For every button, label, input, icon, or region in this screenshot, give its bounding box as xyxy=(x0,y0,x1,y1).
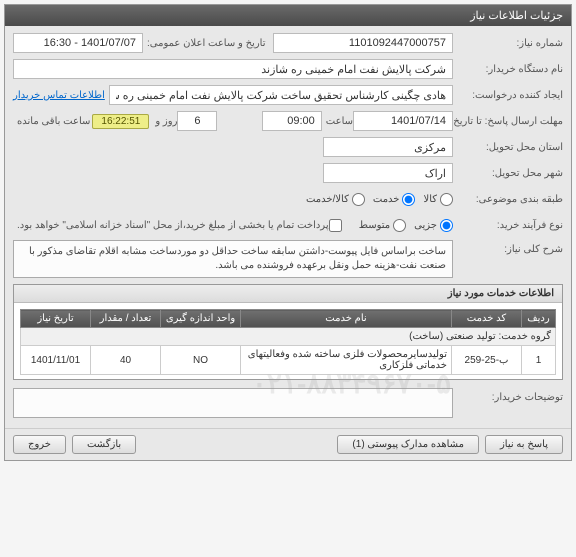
th-idx: ردیف xyxy=(522,310,556,328)
th-code: کد خدمت xyxy=(452,310,522,328)
need-no-label: شماره نیاز: xyxy=(453,38,563,49)
pay-note: پرداخت تمام یا بخشی از مبلغ خرید،از محل … xyxy=(13,220,329,231)
cell-idx: 1 xyxy=(522,346,556,375)
cell-name: تولیدسایرمحصولات فلزی ساخته شده وفعالیته… xyxy=(241,346,452,375)
day-label: روز و xyxy=(151,116,177,127)
cat-both-radio[interactable]: کالا/خدمت xyxy=(306,193,365,206)
city-label: شهر محل تحویل: xyxy=(453,168,563,179)
province-label: استان محل تحویل: xyxy=(453,142,563,153)
buyer-notes-label: توضیحات خریدار: xyxy=(453,388,563,403)
cat-khadamat-radio[interactable]: خدمت xyxy=(373,193,416,206)
attach-button[interactable]: مشاهده مدارک پیوستی (1) xyxy=(337,435,479,454)
need-no-field xyxy=(273,33,453,53)
th-unit: واحد اندازه گیری xyxy=(161,310,241,328)
buyer-notes-box xyxy=(13,388,453,418)
deadline-date-field xyxy=(353,111,453,131)
buyer-field xyxy=(13,59,453,79)
th-date: تاریخ نیاز xyxy=(21,310,91,328)
panel-body: شماره نیاز: تاریخ و ساعت اعلان عمومی: نا… xyxy=(5,26,571,428)
cell-code: ب-25-259 xyxy=(452,346,522,375)
need-details-panel: جزئیات اطلاعات نیاز شماره نیاز: تاریخ و … xyxy=(4,4,572,461)
table-row[interactable]: 1 ب-25-259 تولیدسایرمحصولات فلزی ساخته ش… xyxy=(21,346,556,375)
group-value: تولید صنعتی (ساخت) xyxy=(409,331,496,342)
services-table: ردیف کد خدمت نام خدمت واحد اندازه گیری ت… xyxy=(20,309,556,375)
countdown-badge: 16:22:51 xyxy=(92,114,149,129)
announce-label: تاریخ و ساعت اعلان عمومی: xyxy=(143,38,266,49)
cell-unit: NO xyxy=(161,346,241,375)
footer-bar: پاسخ به نیاز مشاهده مدارک پیوستی (1) باز… xyxy=(5,428,571,460)
th-qty: تعداد / مقدار xyxy=(91,310,161,328)
announce-field xyxy=(13,33,143,53)
remain-label: ساعت باقی مانده xyxy=(13,116,90,127)
panel-header: جزئیات اطلاعات نیاز xyxy=(5,5,571,26)
reply-button[interactable]: پاسخ به نیاز xyxy=(485,435,563,454)
proc-small-radio[interactable]: جزیی xyxy=(414,219,453,232)
deadline-time-field xyxy=(262,111,322,131)
days-left-field xyxy=(177,111,217,131)
proc-med-radio[interactable]: متوسط xyxy=(359,219,406,232)
main-desc-box: ساخت براساس فایل پیوست-داشتن سابقه ساخت … xyxy=(13,240,453,278)
cell-date: 1401/11/01 xyxy=(21,346,91,375)
services-subpanel-header: اطلاعات خدمات مورد نیاز xyxy=(14,285,562,303)
panel-title: جزئیات اطلاعات نیاز xyxy=(470,10,563,22)
table-group-row: گروه خدمت: تولید صنعتی (ساخت) xyxy=(21,328,556,346)
buyer-label: نام دستگاه خریدار: xyxy=(453,64,563,75)
table-header-row: ردیف کد خدمت نام خدمت واحد اندازه گیری ت… xyxy=(21,310,556,328)
category-label: طبقه بندی موضوعی: xyxy=(453,194,563,205)
back-button[interactable]: بازگشت xyxy=(72,435,136,454)
th-name: نام خدمت xyxy=(241,310,452,328)
creator-label: ایجاد کننده درخواست: xyxy=(453,90,563,101)
services-subpanel: اطلاعات خدمات مورد نیاز ردیف کد خدمت نام… xyxy=(13,284,563,380)
exit-button[interactable]: خروج xyxy=(13,435,66,454)
contact-link[interactable]: اطلاعات تماس خریدار xyxy=(13,90,105,101)
treasury-checkbox[interactable] xyxy=(329,219,342,232)
creator-field xyxy=(109,85,453,105)
group-label: گروه خدمت: xyxy=(498,331,551,342)
time-label-1: ساعت xyxy=(322,116,353,127)
cell-qty: 40 xyxy=(91,346,161,375)
city-field xyxy=(323,163,453,183)
process-label: نوع فرآیند خرید: xyxy=(453,220,563,231)
province-field xyxy=(323,137,453,157)
cat-kala-radio[interactable]: کالا xyxy=(423,193,453,206)
main-desc-label: شرح کلی نیاز: xyxy=(453,240,563,255)
deadline-label: مهلت ارسال پاسخ: تا تاریخ: xyxy=(453,116,563,127)
